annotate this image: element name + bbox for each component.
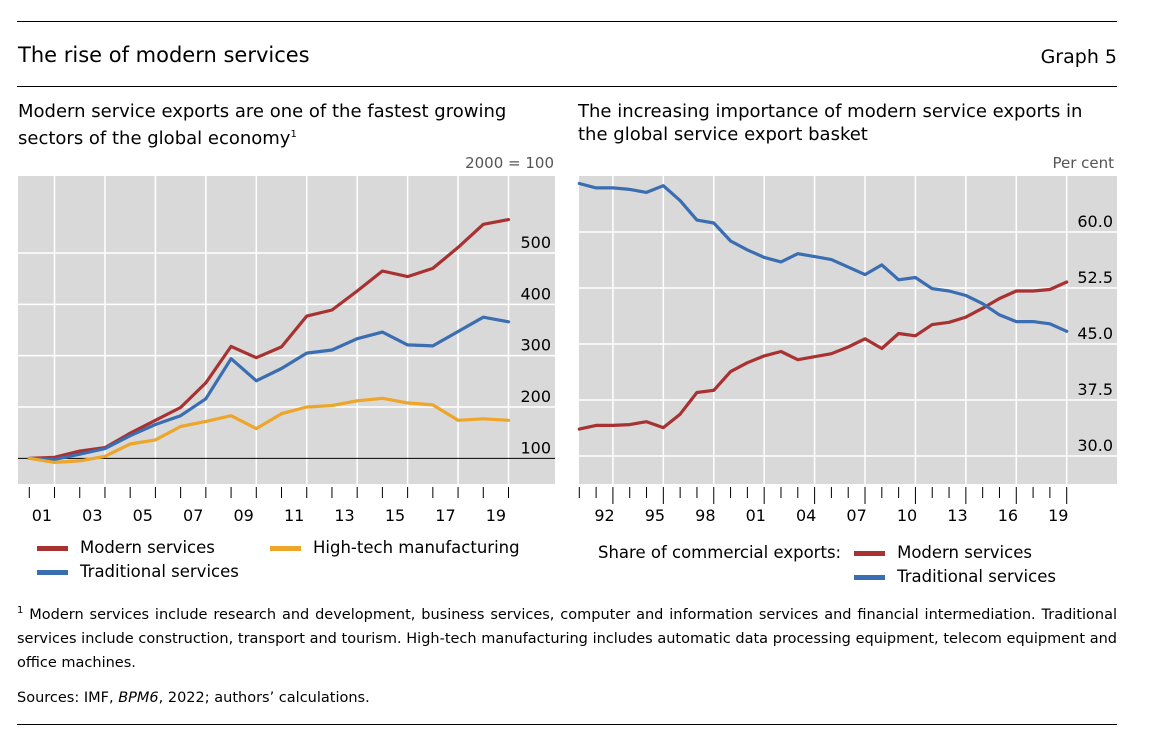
right-unit-label: Per cent	[1052, 154, 1114, 172]
series-line-traditional	[577, 181, 1069, 333]
plot-area	[18, 176, 555, 484]
legend-label-traditional: Traditional services	[80, 562, 239, 581]
legend-label-modern-share: Modern services	[897, 543, 1032, 562]
y-tick-label: 30.0	[1077, 436, 1113, 455]
x-tick-label: 11	[284, 506, 304, 525]
legend-item-hightech: High-tech manufacturing	[270, 536, 520, 560]
legend-label-hightech: High-tech manufacturing	[313, 538, 520, 557]
right-panel-subtitle: The increasing importance of modern serv…	[578, 100, 1082, 146]
series-line-hightech	[27, 396, 511, 464]
sources-suffix: , 2022; authors’ calculations.	[158, 690, 370, 706]
left-legend: Modern services High-tech manufacturing …	[37, 536, 520, 584]
legend-item-traditional-share: Traditional services	[854, 565, 1056, 589]
y-tick-label: 52.5	[1077, 268, 1113, 287]
series-line-traditional	[27, 315, 511, 461]
left-subtitle-line2: sectors of the global economy	[18, 128, 291, 149]
legend-swatch-modern	[37, 545, 68, 551]
legend-item-traditional: Traditional services	[37, 560, 520, 584]
x-tick-label: 13	[947, 506, 967, 525]
x-tick-label: 05	[133, 506, 153, 525]
x-tick-label: 04	[796, 506, 816, 525]
sources: Sources: IMF, BPM6, 2022; authors’ calcu…	[17, 686, 1117, 710]
x-tick-label: 01	[746, 506, 766, 525]
legend-item-modern: Modern services	[37, 536, 270, 560]
x-tick-label: 19	[486, 506, 506, 525]
left-unit-label: 2000 = 100	[465, 154, 554, 172]
legend-swatch-traditional	[37, 569, 68, 575]
legend-swatch-hightech	[270, 545, 301, 551]
left-chart: 100 200 300 400 500 01 03 05 07 09 11 13 15 17 19	[18, 176, 555, 525]
y-tick-label: 500	[520, 233, 551, 252]
x-tick-label: 09	[233, 506, 253, 525]
legend-item-modern-share: Modern services	[854, 541, 1056, 565]
x-tick-label: 19	[1048, 506, 1068, 525]
top-rule	[17, 21, 1117, 22]
legend-label-modern: Modern services	[80, 538, 215, 557]
x-tick-label: 10	[897, 506, 917, 525]
y-tick-label: 37.5	[1077, 380, 1113, 399]
legend-swatch-modern-share	[854, 550, 886, 556]
left-subtitle-line1: Modern service exports are one of the fa…	[18, 101, 507, 122]
x-tick-label: 16	[998, 506, 1018, 525]
y-tick-label: 300	[520, 336, 551, 355]
bottom-rule	[17, 724, 1117, 725]
left-panel-subtitle: Modern service exports are one of the fa…	[18, 100, 506, 150]
right-legend: Share of commercial exports: Modern serv…	[598, 541, 1056, 589]
right-chart: 30.0 37.5 45.0 52.5 60.0 92 95 98 01 04 07 10 13 16 19	[577, 176, 1117, 525]
x-tick-label: 07	[183, 506, 203, 525]
x-tick-label: 07	[846, 506, 866, 525]
x-tick-label: 01	[32, 506, 52, 525]
y-tick-label: 45.0	[1077, 324, 1113, 343]
y-tick-label: 100	[520, 438, 551, 457]
x-tick-label: 95	[645, 506, 665, 525]
plot-area	[579, 176, 1117, 484]
graph-number: Graph 5	[1040, 46, 1117, 68]
sources-prefix: Sources: IMF,	[17, 690, 119, 706]
footnote-marker: 1	[290, 129, 297, 140]
x-tick-label: 13	[334, 506, 354, 525]
legend-prefix: Share of commercial exports:	[598, 543, 842, 562]
y-tick-label: 200	[520, 387, 551, 406]
footnote-text: Modern services include research and dev…	[17, 606, 1118, 671]
x-tick-label: 98	[695, 506, 715, 525]
footnote: 1 Modern services include research and d…	[17, 599, 1117, 675]
x-tick-label: 03	[82, 506, 102, 525]
x-tick-label: 17	[435, 506, 455, 525]
y-tick-label: 60.0	[1077, 212, 1113, 231]
y-tick-label: 400	[520, 284, 551, 303]
right-subtitle-line1: The increasing importance of modern serv…	[578, 101, 1083, 122]
legend-label-traditional-share: Traditional services	[897, 567, 1056, 586]
right-subtitle-line2: the global service export basket	[578, 124, 868, 145]
title-rule	[17, 86, 1117, 87]
footnote-number: 1	[17, 605, 24, 616]
legend-swatch-traditional-share	[854, 574, 886, 580]
x-tick-label: 15	[385, 506, 405, 525]
graph-title: The rise of modern services	[18, 43, 310, 67]
sources-italic: BPM6	[118, 690, 159, 706]
x-tick-label: 92	[594, 506, 614, 525]
